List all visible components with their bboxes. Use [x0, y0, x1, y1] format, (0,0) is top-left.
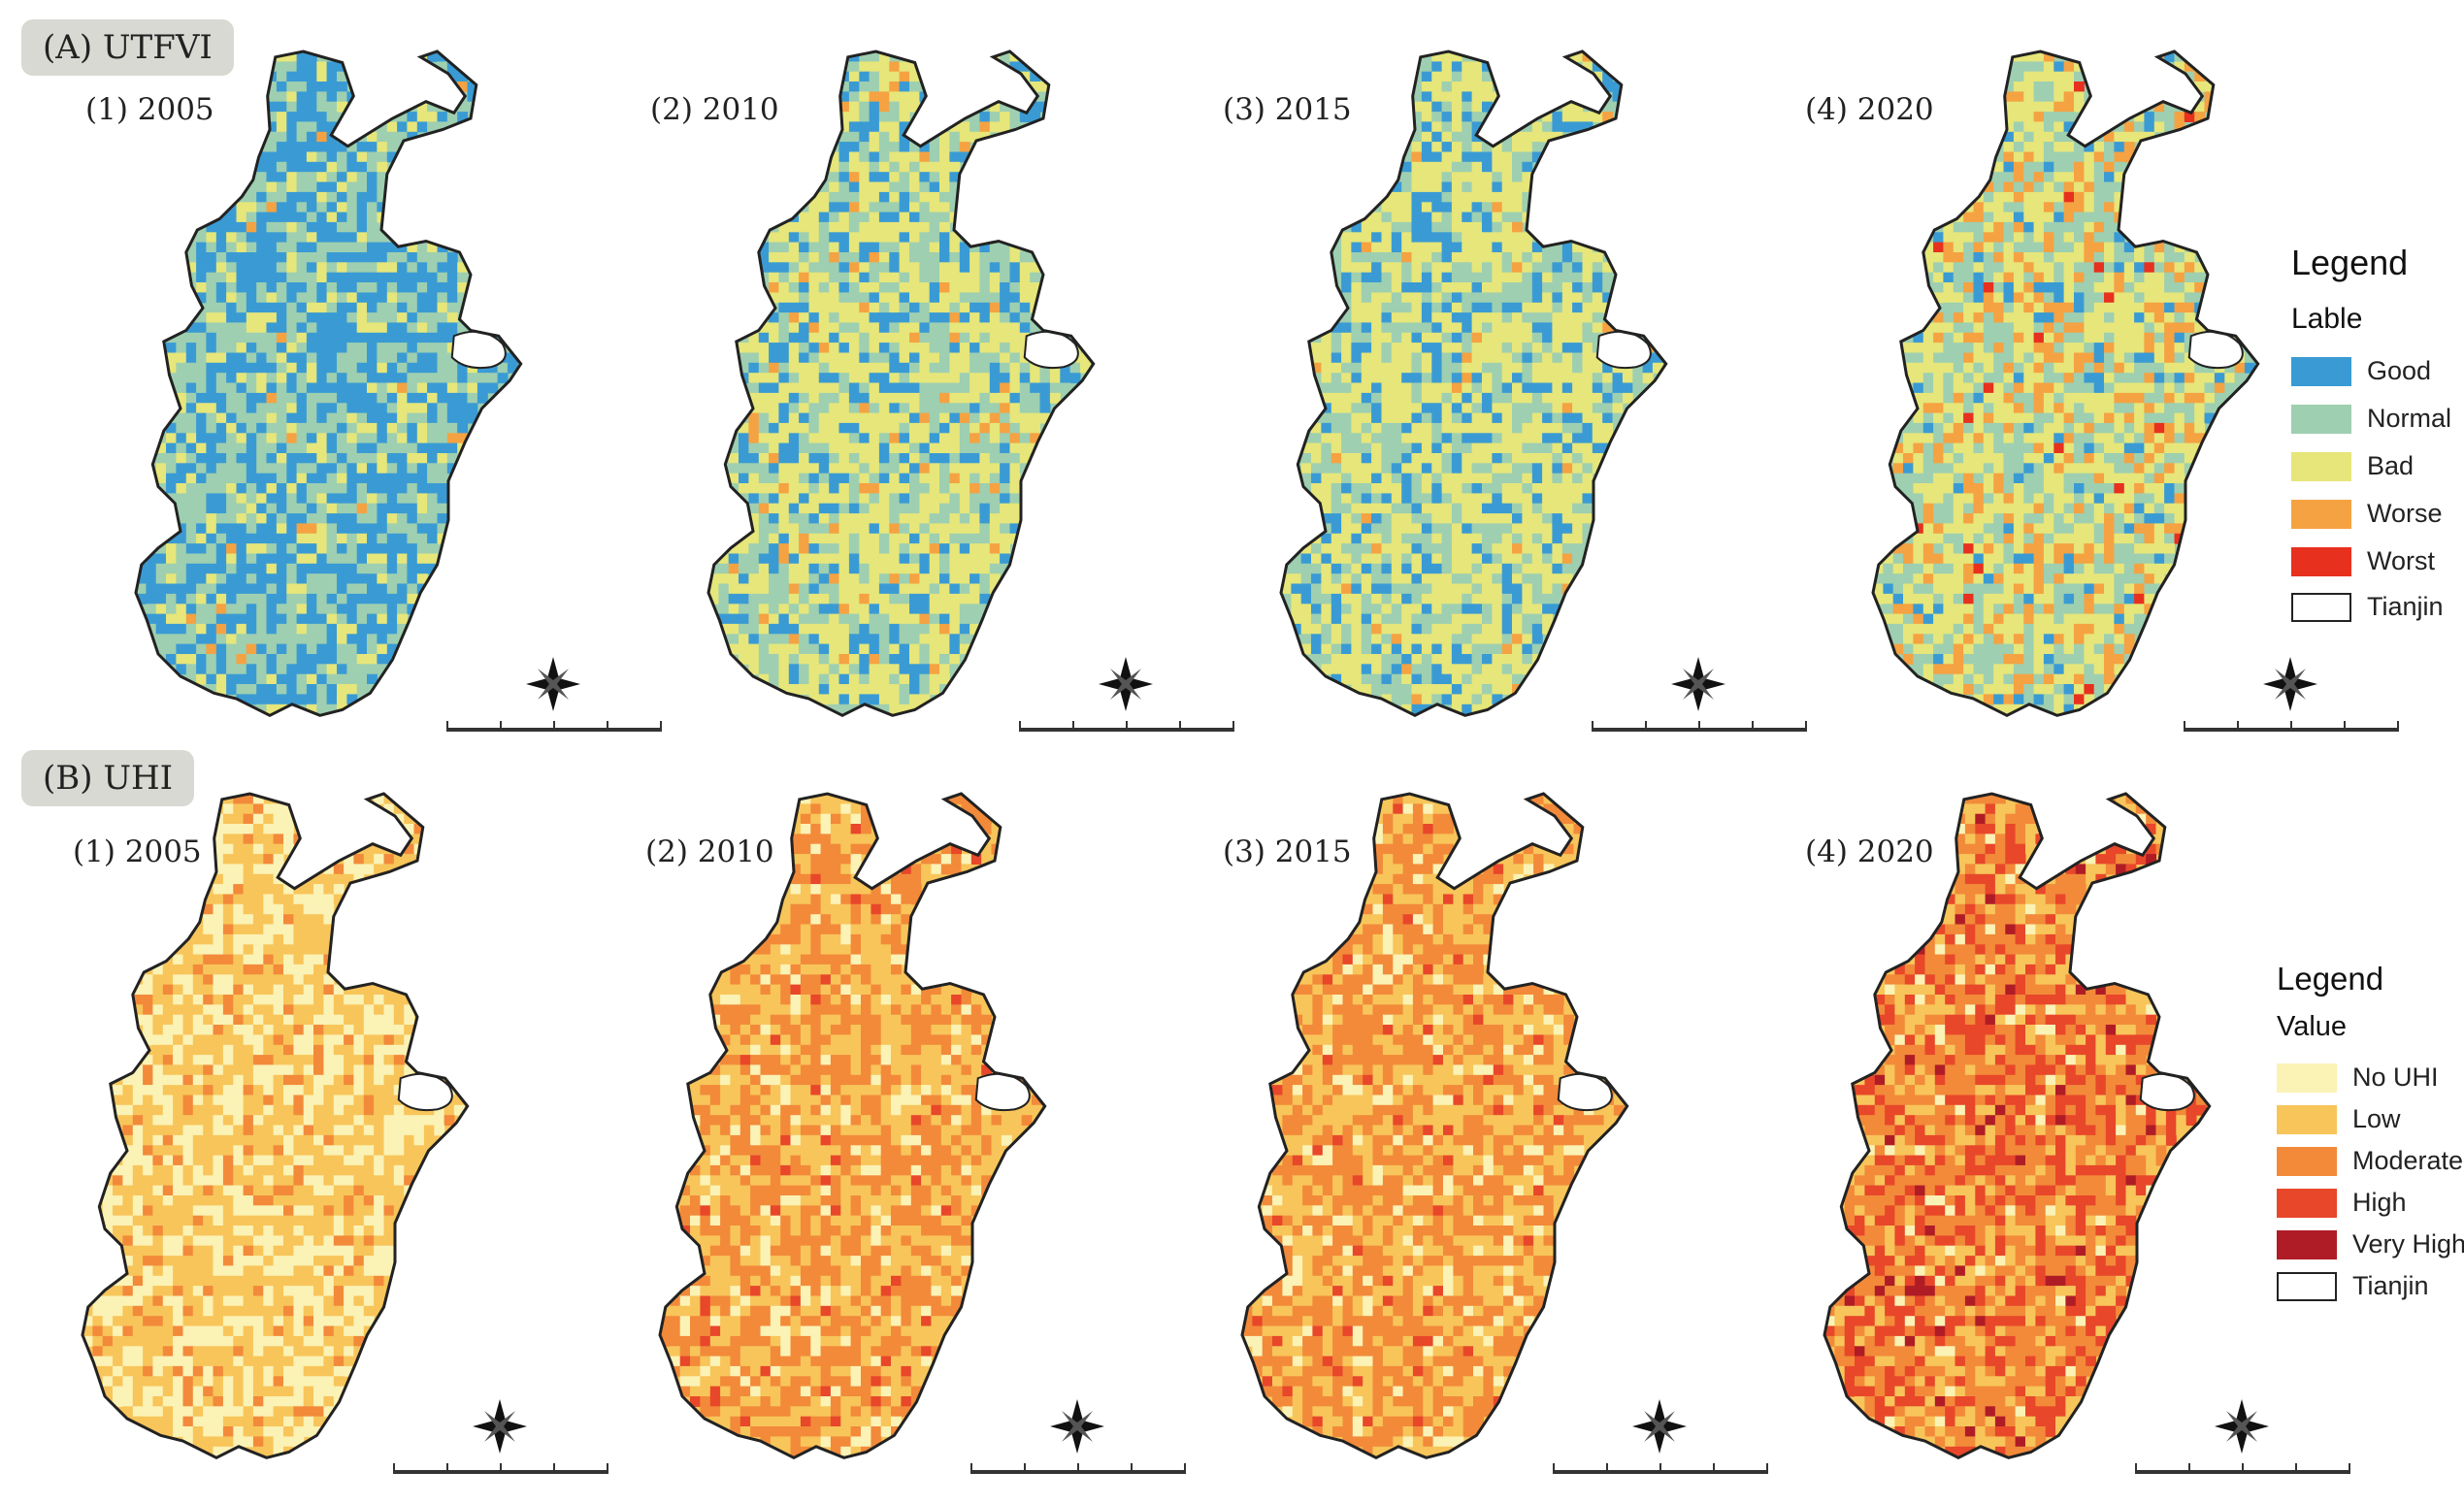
map-b-2005: (1) 2005 — [44, 786, 626, 1504]
legend-swatch — [2277, 1063, 2337, 1093]
map-a-2015: (3) 2015 — [1242, 44, 1824, 762]
legend-label: Worse — [2367, 496, 2443, 531]
legend-swatch — [2291, 547, 2351, 576]
legend-uhi: Legend Value No UHI Low Moderate High Ve… — [2269, 961, 2463, 1310]
legend-swatch — [2291, 405, 2351, 434]
tianjin-map — [97, 44, 679, 742]
land-cover-cells — [136, 51, 518, 715]
map-title: (4) 2020 — [1805, 92, 1934, 127]
legend-swatch — [2291, 357, 2351, 386]
legend-swatch — [2291, 500, 2351, 529]
land-cover-cells — [82, 794, 465, 1457]
map-title: (4) 2020 — [1805, 834, 1934, 869]
tianjin-map — [44, 786, 626, 1485]
tianjin-map — [1203, 786, 1786, 1485]
tianjin-map — [1242, 44, 1824, 742]
map-a-2005: (1) 2005 — [97, 44, 679, 762]
legend-subtitle: Lable — [2291, 303, 2362, 336]
legend-label: Bad — [2367, 448, 2414, 483]
land-cover-cells — [1873, 51, 2255, 715]
legend-label: Good — [2367, 353, 2431, 388]
legend-swatch — [2277, 1189, 2337, 1218]
scale-bar — [1553, 1463, 1768, 1474]
legend-swatch — [2291, 593, 2351, 622]
legend-label: Low — [2352, 1101, 2401, 1136]
land-cover-cells — [708, 51, 1091, 715]
legend-label: Normal — [2367, 401, 2451, 436]
scale-bar — [446, 721, 662, 732]
legend-title: Legend — [2291, 243, 2408, 283]
compass-rose-icon — [473, 1399, 527, 1454]
compass-rose-icon — [1671, 657, 1725, 711]
map-b-2015: (3) 2015 — [1203, 786, 1786, 1504]
legend-label: Tianjin — [2367, 589, 2444, 624]
tianjin-map — [670, 44, 1252, 742]
map-title: (3) 2015 — [1223, 92, 1352, 127]
legend-subtitle: Value — [2277, 1011, 2347, 1043]
tianjin-map — [621, 786, 1203, 1485]
compass-rose-icon — [1632, 1399, 1687, 1454]
map-title: (1) 2005 — [73, 834, 202, 869]
legend-swatch — [2291, 452, 2351, 481]
land-cover-cells — [660, 794, 1042, 1457]
map-title: (1) 2005 — [85, 92, 214, 127]
legend-title: Legend — [2277, 961, 2383, 997]
scale-bar — [1019, 721, 1234, 732]
legend-label: Worst — [2367, 543, 2435, 578]
legend-label: Very High — [2352, 1226, 2464, 1261]
legend-label: Tianjin — [2352, 1268, 2429, 1303]
scale-bar — [2184, 721, 2399, 732]
compass-rose-icon — [1050, 1399, 1104, 1454]
legend-swatch — [2277, 1147, 2337, 1176]
legend-swatch — [2277, 1272, 2337, 1301]
map-title: (2) 2010 — [645, 834, 774, 869]
scale-bar — [970, 1463, 1186, 1474]
legend-swatch — [2277, 1105, 2337, 1134]
map-b-2010: (2) 2010 — [621, 786, 1203, 1504]
legend-label: Moderate — [2352, 1143, 2463, 1178]
map-a-2010: (2) 2010 — [670, 44, 1252, 762]
land-cover-cells — [1281, 51, 1663, 715]
land-cover-cells — [1824, 794, 2207, 1457]
compass-rose-icon — [2263, 657, 2317, 711]
scale-bar — [2135, 1463, 2350, 1474]
legend-swatch — [2277, 1230, 2337, 1259]
map-title: (2) 2010 — [650, 92, 779, 127]
compass-rose-icon — [526, 657, 580, 711]
scale-bar — [393, 1463, 608, 1474]
compass-rose-icon — [2215, 1399, 2269, 1454]
compass-rose-icon — [1099, 657, 1153, 711]
land-cover-cells — [1242, 794, 1625, 1457]
scale-bar — [1592, 721, 1807, 732]
legend-label: No UHI — [2352, 1060, 2439, 1095]
legend-utfvi: Legend Lable Good Normal Bad Worse Worst… — [2285, 243, 2460, 631]
map-title: (3) 2015 — [1223, 834, 1352, 869]
legend-label: High — [2352, 1185, 2407, 1220]
